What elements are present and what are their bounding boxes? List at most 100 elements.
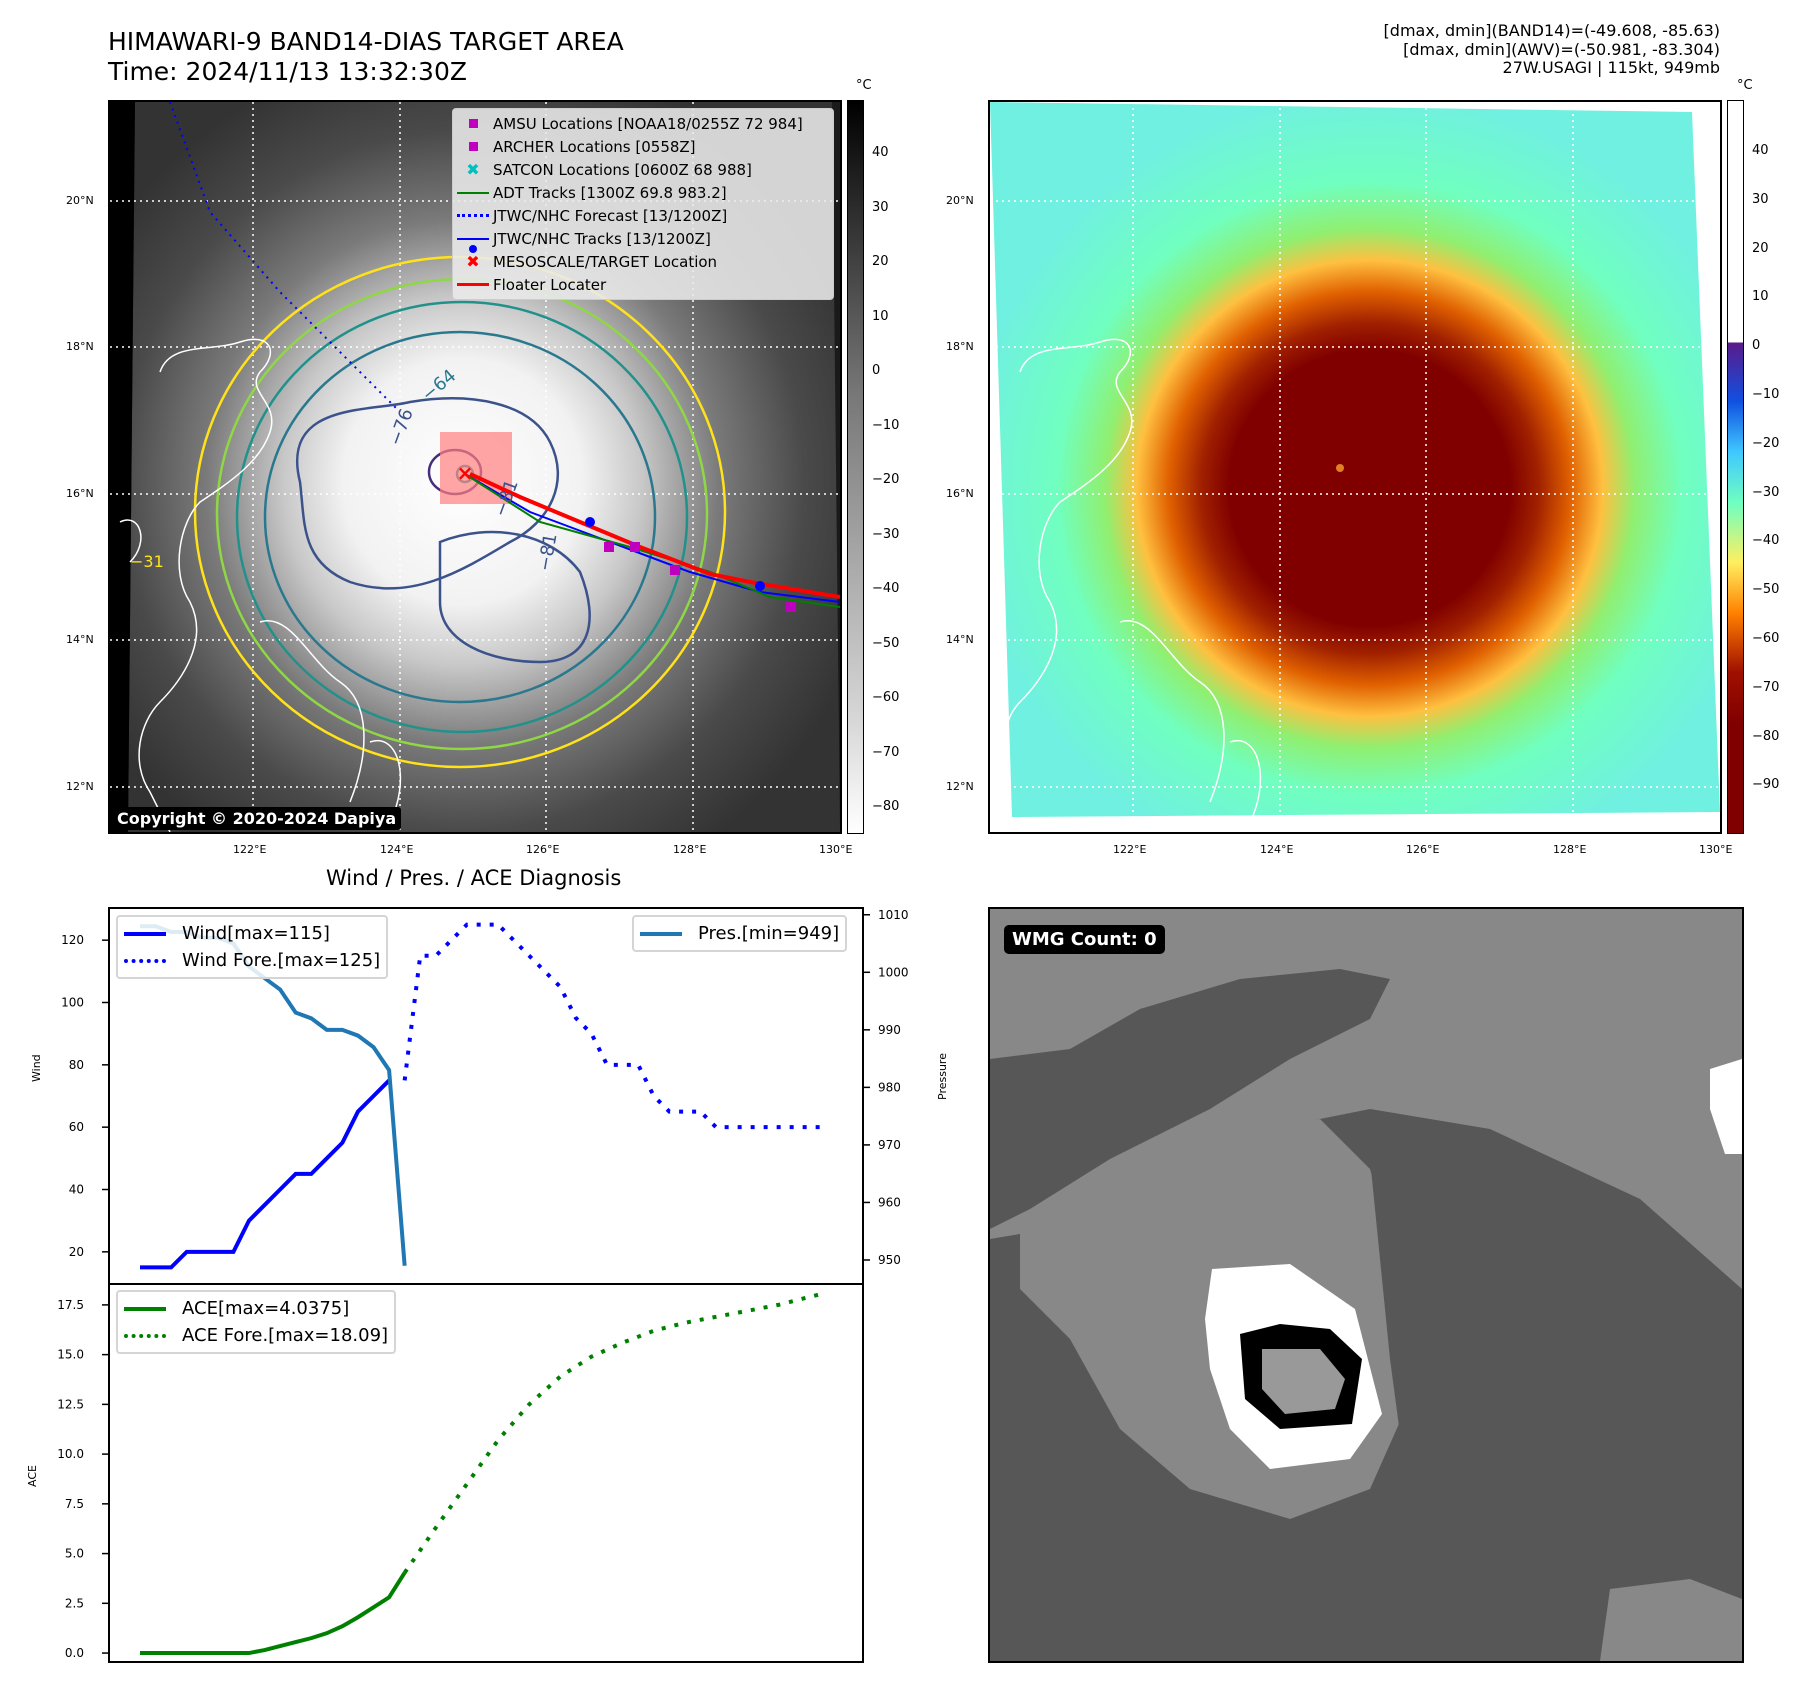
colorbar-tick-label: −30	[1752, 484, 1780, 500]
ir-map-enhanced[interactable]	[988, 100, 1722, 834]
solid-line-icon	[453, 283, 493, 286]
figure-title: HIMAWARI-9 BAND14-DIAS TARGET AREA	[108, 27, 624, 56]
wmg-white-patch	[1710, 1059, 1742, 1154]
pressure-ytick-label: 950	[878, 1253, 901, 1267]
colorbar-tick-label: −10	[872, 417, 900, 433]
lon-label: 124°E	[380, 843, 414, 856]
ace-ytick-label: 5.0	[65, 1547, 84, 1561]
enhanced-colorbar	[1727, 100, 1744, 834]
ace-legend: ACE[max=4.0375] ACE Fore.[max=18.09]	[116, 1290, 397, 1354]
pressure-legend: Pres.[min=949]	[632, 915, 848, 952]
ace-ytick-label: 15.0	[57, 1348, 84, 1362]
enhanced-map-graphics	[990, 102, 1720, 832]
legend-item: ACE[max=4.0375]	[124, 1295, 388, 1322]
chart-title: Wind / Pres. / ACE Diagnosis	[326, 866, 622, 890]
wmg-graphics	[990, 909, 1742, 1661]
lon-label: 126°E	[1406, 843, 1440, 856]
colorbar-tick-label: −30	[872, 526, 900, 542]
legend-item: Wind[max=115]	[124, 920, 380, 947]
lat-label: 14°N	[946, 633, 974, 646]
ace-axis-label: ACE	[26, 1465, 39, 1487]
enhanced-imagery	[990, 102, 1720, 817]
colorbar-tick-label: −60	[872, 690, 900, 705]
lat-label: 16°N	[66, 487, 94, 500]
lon-label: 122°E	[233, 843, 267, 856]
legend-item: JTWC/NHC Tracks [13/1200Z]	[453, 227, 833, 253]
colorbar-tick-label: 40	[872, 145, 889, 160]
wmg-count-label: WMG Count: 0	[1004, 925, 1165, 954]
colorbar-tick-label: −80	[1752, 728, 1780, 744]
colorbar-tick-label: −50	[1752, 582, 1780, 598]
contour-label: −31	[130, 552, 164, 571]
ace-ytick-label: 10.0	[57, 1447, 84, 1461]
target-x-marker: ×	[457, 461, 474, 485]
lon-label: 126°E	[526, 843, 560, 856]
legend-item: ✖ MESOSCALE/TARGET Location	[453, 250, 833, 273]
legend-item: Wind Fore.[max=125]	[124, 947, 380, 974]
map-legend: AMSU Locations [NOAA18/0255Z 72 984] ARC…	[452, 108, 834, 300]
legend-item: ADT Tracks [1300Z 69.8 983.2]	[453, 181, 833, 204]
lon-label: 130°E	[1699, 843, 1733, 856]
pressure-ytick-label: 990	[878, 1023, 901, 1037]
solid-line-icon	[453, 191, 493, 194]
copyright-label: Copyright © 2020-2024 Dapiya	[112, 807, 402, 830]
coastline	[1002, 338, 1262, 823]
lat-label: 14°N	[66, 633, 94, 646]
colorbar-tick-label: 30	[872, 199, 889, 215]
colorbar-tick-label: −80	[872, 799, 900, 814]
wind-axis-label: Wind	[30, 1054, 43, 1082]
series-windline	[140, 1079, 391, 1270]
lat-label: 20°N	[946, 194, 974, 207]
colorbar-tick-label: −40	[872, 581, 900, 596]
legend-item: Pres.[min=949]	[640, 920, 839, 947]
target-box	[440, 432, 512, 504]
colorbar-tick-label: −60	[1752, 631, 1780, 646]
legend-item: Floater Locater	[453, 273, 833, 296]
colorbar-tick-label: 10	[872, 308, 889, 324]
series-wind-fore-line	[402, 922, 825, 1130]
solid-line-icon	[124, 1306, 166, 1311]
square-marker-icon	[453, 119, 493, 128]
lat-label: 12°N	[66, 780, 94, 793]
pressure-ytick-label: 1010	[878, 908, 909, 922]
colorbar-tick-label: −20	[1752, 435, 1780, 451]
ir-map-grayscale[interactable]: × −64 −76 −81 −81 −31 AMSU Locations [NO…	[108, 100, 842, 834]
figure-time: Time: 2024/11/13 13:32:30Z	[108, 57, 467, 86]
colorbar-tick-label: 40	[1752, 143, 1769, 158]
square-marker-icon	[453, 142, 493, 151]
legend-item: ACE Fore.[max=18.09]	[124, 1322, 388, 1349]
colorbar-tick-label: −90	[1752, 777, 1780, 793]
contour-inner-south	[438, 530, 591, 664]
pressure-ytick-label: 1000	[878, 965, 909, 979]
colorbar-tick-label: −70	[872, 744, 900, 760]
pressure-axis-label: Pressure	[936, 1053, 949, 1100]
colorbar-tick-label: 20	[1752, 240, 1769, 256]
colorbar-tick-label: 10	[1752, 289, 1769, 305]
series-ace-fore-line	[403, 1291, 826, 1574]
lat-label: 18°N	[946, 340, 974, 353]
temperature-contours	[193, 255, 727, 769]
pressure-ytick-label: 970	[878, 1138, 901, 1152]
jtwc-forecast-track	[169, 102, 401, 413]
pressure-ytick-label: 960	[878, 1195, 901, 1209]
solid-line-icon	[124, 931, 166, 936]
colorbar-tick-label: 30	[1752, 191, 1769, 207]
wind-ytick-label: 60	[69, 1120, 84, 1134]
ace-ytick-label: 17.5	[57, 1298, 84, 1312]
colorbar-tick-label: −40	[1752, 533, 1780, 549]
wmg-panel[interactable]: WMG Count: 0	[988, 907, 1744, 1663]
ace-ytick-label: 2.5	[65, 1596, 84, 1610]
legend-item: JTWC/NHC Forecast [13/1200Z]	[453, 204, 833, 227]
jtwc-track-points	[585, 517, 765, 591]
line-dot-icon	[453, 237, 493, 253]
colorbar-tick-label: −70	[1752, 679, 1780, 695]
lon-label: 122°E	[1113, 843, 1147, 856]
lon-label: 128°E	[673, 843, 707, 856]
colorbar-tick-label: −50	[872, 635, 900, 651]
x-marker-icon: ✖	[466, 160, 480, 179]
dotted-line-icon	[453, 214, 493, 217]
colorbar-tick-label: 20	[872, 254, 889, 269]
info-block: [dmax, dmin](BAND14)=(-49.608, -85.63) […	[1220, 21, 1720, 78]
contour-teal	[235, 300, 689, 734]
wind-ytick-label: 100	[61, 996, 84, 1010]
